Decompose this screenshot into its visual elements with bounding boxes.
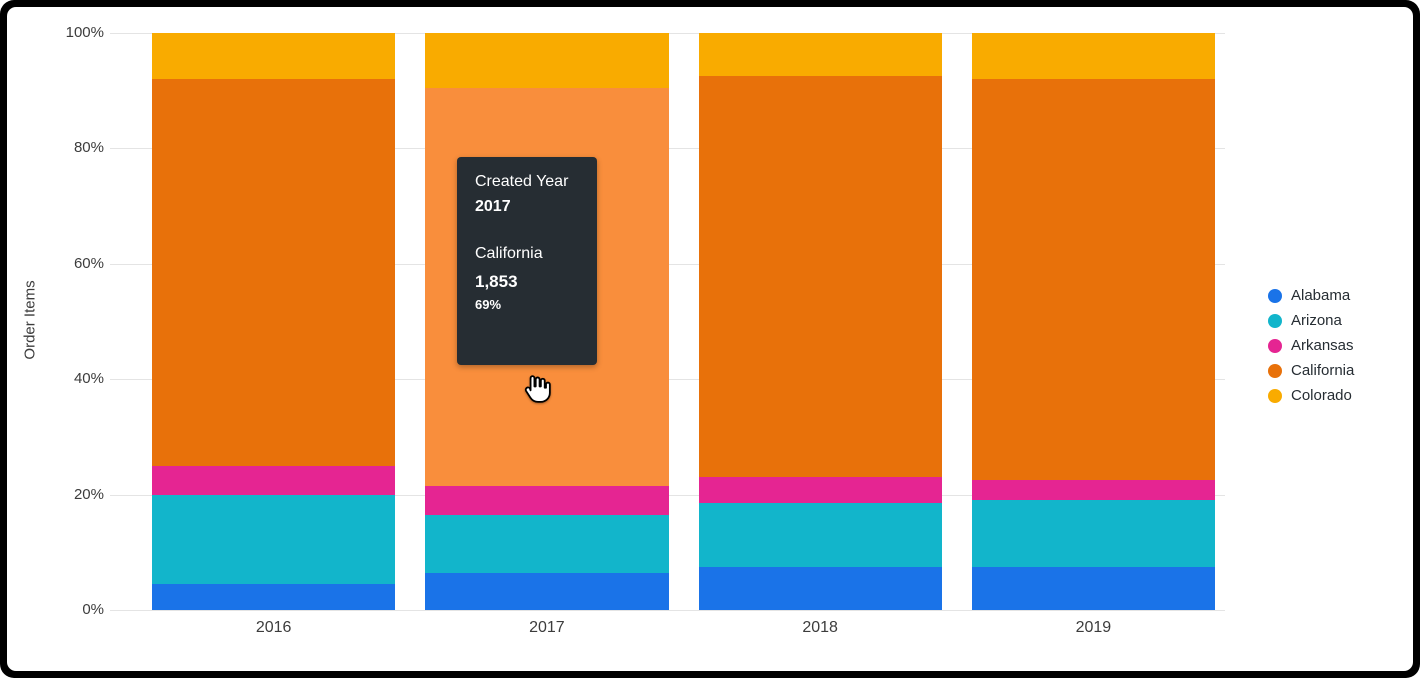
legend-item-alabama[interactable]: Alabama [1268, 287, 1354, 304]
bar-segment-arizona-2018[interactable] [698, 503, 942, 567]
bar-segment-arizona-2016[interactable] [152, 494, 396, 585]
gridline [110, 610, 1225, 611]
legend-item-colorado[interactable]: Colorado [1268, 387, 1354, 404]
bar-segment-california-2019[interactable] [971, 79, 1215, 481]
legend-dot-arizona [1268, 314, 1282, 328]
legend-label: Arkansas [1291, 337, 1354, 354]
y-axis-tick-label: 100% [65, 24, 104, 41]
tooltip-dimension-label: Created Year [475, 173, 569, 190]
y-axis-tick-label: 20% [73, 485, 104, 503]
tooltip-dimension-value: 2017 [475, 198, 511, 215]
bar-segment-alabama-2018[interactable] [698, 566, 942, 610]
legend-dot-colorado [1268, 389, 1282, 403]
bar-segment-alabama-2017[interactable] [425, 572, 669, 610]
bar-segment-arkansas-2017[interactable] [425, 485, 669, 515]
plot-area: 0% 20% 40% 60% 80% 100% 2016 2017 2018 2019 [7, 7, 1413, 671]
bar-segment-california-2018[interactable] [698, 76, 942, 478]
legend: Alabama Arizona Arkansas California Colorado [1268, 287, 1355, 404]
hand-cursor-icon [519, 370, 555, 408]
bar-2018[interactable] [698, 33, 942, 610]
legend-item-arizona[interactable]: Arizona [1268, 312, 1354, 329]
bar-segment-arkansas-2018[interactable] [698, 477, 942, 504]
bar-segment-arizona-2019[interactable] [971, 500, 1215, 567]
tooltip: Created Year 2017 California 1,853 69% [457, 157, 597, 365]
y-axis-tick-label: 40% [73, 370, 104, 388]
bar-segment-colorado-2017[interactable] [425, 33, 669, 88]
x-axis-label-2016: 2016 [255, 619, 292, 636]
legend-dot-california [1268, 364, 1282, 378]
x-axis-label-2017: 2017 [529, 619, 565, 636]
y-axis-tick-label: 60% [73, 254, 104, 272]
legend-dot-alabama [1268, 289, 1282, 303]
legend-dot-arkansas [1268, 339, 1282, 353]
bar-segment-colorado-2016[interactable] [152, 33, 396, 80]
chart-card: 0% 20% 40% 60% 80% 100% 2016 2017 2018 2019 Order… [7, 7, 1413, 671]
y-axis-title: Order Items [21, 280, 39, 360]
legend-item-arkansas[interactable]: Arkansas [1268, 337, 1354, 354]
bar-2019[interactable] [971, 33, 1215, 610]
bar-segment-alabama-2019[interactable] [971, 566, 1215, 610]
bar-segment-california-2016[interactable] [152, 79, 396, 466]
bar-segment-colorado-2019[interactable] [971, 33, 1215, 80]
y-axis-tick-label: 0% [82, 601, 104, 618]
x-axis-label-2019: 2019 [1075, 619, 1112, 636]
tooltip-value: 1,853 [475, 272, 518, 291]
x-axis-label-2018: 2018 [802, 619, 838, 636]
tooltip-percent: 69% [475, 297, 502, 312]
tooltip-series-label: California [475, 245, 543, 262]
bar-segment-arkansas-2019[interactable] [971, 480, 1215, 501]
bar-segment-arizona-2017[interactable] [425, 514, 669, 573]
legend-label: Alabama [1291, 287, 1351, 304]
legend-label: California [1291, 362, 1355, 379]
y-axis-tick-label: 80% [73, 139, 104, 157]
legend-label: Colorado [1291, 387, 1352, 404]
bar-segment-alabama-2016[interactable] [152, 584, 396, 610]
bar-segment-arkansas-2016[interactable] [152, 465, 396, 495]
bar-segment-colorado-2018[interactable] [698, 33, 942, 77]
bar-2016[interactable] [152, 33, 396, 610]
legend-item-california[interactable]: California [1268, 362, 1355, 379]
legend-label: Arizona [1291, 312, 1342, 329]
